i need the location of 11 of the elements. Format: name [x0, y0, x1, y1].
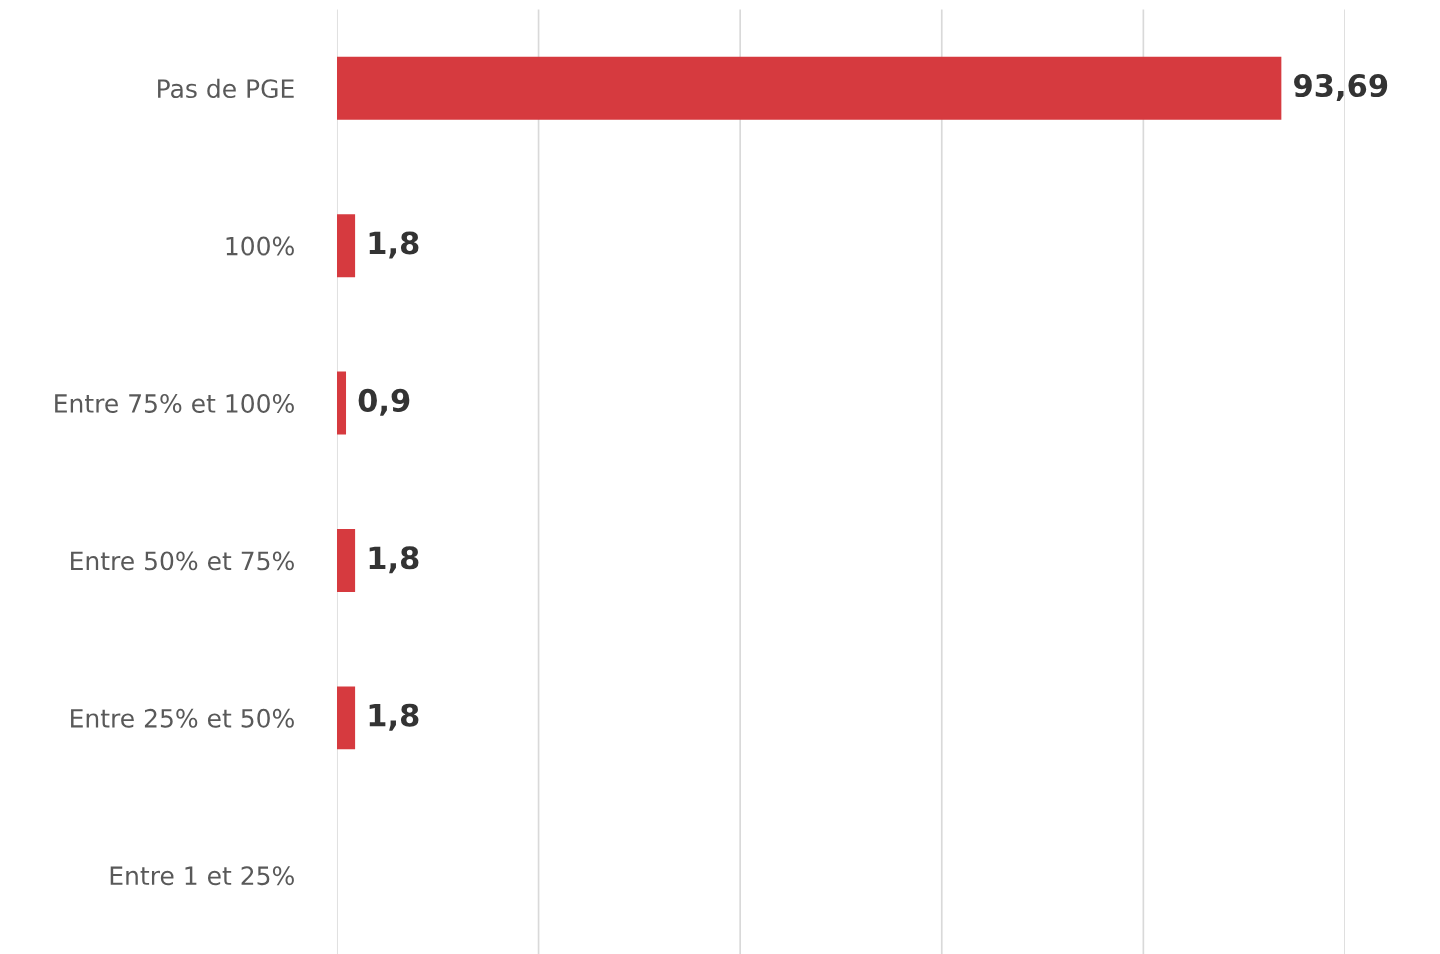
- data-label: 1,8: [369, 703, 419, 731]
- y-tick-label: Entre 25% et 50%: [71, 708, 294, 728]
- data-label: 93,69: [1294, 74, 1388, 102]
- y-tick-label: 100%: [226, 236, 294, 256]
- data-label: 1,8: [369, 231, 419, 259]
- data-label: 1,8: [369, 546, 419, 574]
- y-tick-label: Pas de PGE: [158, 78, 294, 99]
- y-tick-label: Entre 1 et 25%: [110, 866, 294, 886]
- y-tick-label: Entre 50% et 75%: [71, 551, 294, 571]
- y-tick-label: Entre 75% et 100%: [55, 394, 294, 413]
- data-label: 0,9: [358, 388, 410, 416]
